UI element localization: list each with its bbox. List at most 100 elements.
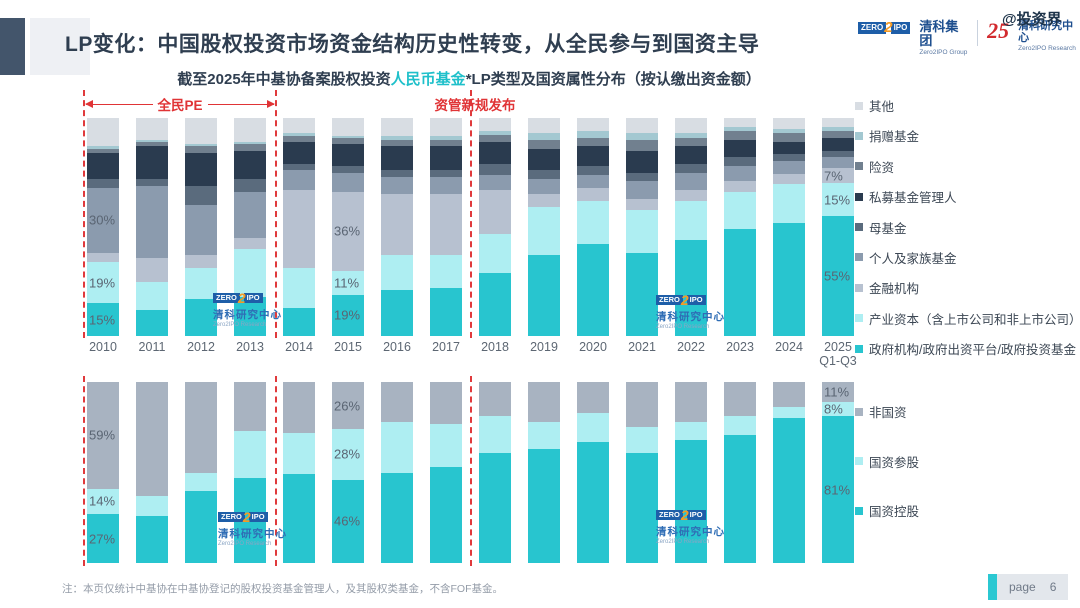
bar-segment — [136, 139, 168, 143]
x-axis-tick: 2016 — [383, 340, 411, 354]
bar-segment — [822, 157, 854, 169]
bar-segment — [724, 166, 756, 182]
bar-segment — [479, 131, 511, 136]
bar-segment — [528, 382, 560, 422]
bar-segment — [381, 146, 413, 171]
bar-segment — [577, 174, 609, 188]
x-axis-tick: 2015 — [334, 340, 362, 354]
logo-divider — [977, 20, 979, 46]
bar-2013 — [234, 118, 266, 336]
bar-segment — [479, 416, 511, 453]
zero2ipo-watermark: ZERO 2 IPO 清科研究中心 Zero2IPO Research — [656, 507, 725, 545]
top-chart-bars: 15% 19% 30% 19% 11% 36% 55% 15% 7% — [87, 118, 854, 336]
bar-segment — [822, 118, 854, 127]
legend-item: 其他 — [855, 96, 1077, 115]
bar-2018 — [479, 382, 511, 563]
bar-segment — [479, 189, 511, 234]
bar-2020 — [577, 118, 609, 336]
legend-item: 产业资本（含上市公司和非上市公司） — [855, 309, 1080, 328]
top-chart-legend: 其他 捐赠基金 险资 私募基金管理人 母基金 个人及家族基金 金融机构 产业资本（含上市公司和… — [855, 96, 1080, 358]
x-axis-tick: 2012 — [187, 340, 215, 354]
bar-segment — [577, 244, 609, 336]
bar-segment — [822, 137, 854, 151]
bar-segment: 59% — [87, 382, 119, 489]
bar-segment — [528, 133, 560, 140]
bar-segment — [234, 150, 266, 180]
x-axis-tick: 2024 — [775, 340, 803, 354]
bar-segment — [234, 382, 266, 431]
bar-segment — [381, 135, 413, 140]
bar-segment: 46% — [332, 479, 364, 563]
legend-item: 国资参股 — [855, 452, 1077, 471]
bar-2014 — [283, 382, 315, 563]
bar-segment — [234, 192, 266, 238]
bar-segment: 36% — [332, 192, 364, 271]
bar-segment — [283, 382, 315, 433]
bar-segment — [234, 179, 266, 193]
bar-segment — [234, 118, 266, 143]
bar-segment — [675, 118, 707, 134]
bar-segment — [577, 187, 609, 201]
legend-label: 母基金 — [869, 221, 907, 236]
bar-segment — [87, 179, 119, 188]
bar-2010: 27% 14% 59% — [87, 382, 119, 563]
segment-value-label: 27% — [89, 531, 116, 547]
bar-segment: 55% — [822, 216, 854, 336]
bar-segment — [283, 474, 315, 563]
bar-segment — [87, 152, 119, 180]
legend-label: 私募基金管理人 — [869, 191, 957, 206]
bar-segment — [185, 298, 217, 336]
bar-segment — [528, 421, 560, 449]
x-axis-tick: 2011 — [138, 340, 166, 354]
logo-two: 2 — [884, 19, 893, 36]
bar-segment — [136, 515, 168, 563]
bar-2016 — [381, 118, 413, 336]
zero2ipo-watermark: ZERO 2 IPO 清科研究中心 Zero2IPO Research — [218, 509, 287, 547]
site-watermark: @投资界 — [1002, 11, 1062, 28]
bar-segment — [675, 189, 707, 201]
segment-value-label: 36% — [334, 223, 361, 239]
bar-segment — [87, 253, 119, 262]
bar-segment — [430, 135, 462, 140]
bar-segment — [185, 152, 217, 186]
bar-segment — [724, 192, 756, 230]
era-divider-line — [275, 376, 277, 566]
legend-swatch — [855, 344, 863, 353]
segment-value-label: 19% — [89, 275, 116, 291]
bar-segment — [577, 146, 609, 166]
bar-segment — [185, 118, 217, 145]
x-axis-tick: 2013 — [236, 340, 264, 354]
bar-segment — [626, 253, 658, 336]
group-name: 清科集团 Zero2IPO Group — [919, 19, 968, 56]
pager-label: page — [1009, 580, 1036, 594]
bar-2012 — [185, 382, 217, 563]
bar-2019 — [528, 382, 560, 563]
bar-2022 — [675, 118, 707, 336]
bar-segment — [136, 185, 168, 258]
legend-swatch — [855, 283, 863, 292]
bar-segment — [136, 382, 168, 497]
bar-segment — [528, 207, 560, 256]
bar-segment — [430, 139, 462, 147]
bottom-chart-legend: 非国资 国资参股 国资控股 — [855, 402, 1077, 520]
zero2ipo-logo: ZERO 2 IPO — [858, 19, 911, 36]
bar-2017 — [430, 118, 462, 336]
bar-segment — [724, 126, 756, 132]
bar-segment — [234, 144, 266, 151]
logo-ipo-box: IPO — [890, 21, 911, 34]
bar-segment — [283, 142, 315, 164]
bar-segment — [283, 432, 315, 475]
x-axis-labels: 2010 2011 2012 2013 2014 2015 2016 2017 2018 2019… — [87, 340, 857, 368]
bar-segment — [577, 441, 609, 563]
bar-segment — [479, 233, 511, 273]
bar-segment: 26% — [332, 382, 364, 430]
segment-value-label: 14% — [89, 493, 116, 509]
bar-segment: 81% — [822, 416, 854, 563]
bar-segment — [675, 172, 707, 190]
bar-segment: 30% — [87, 187, 119, 254]
bar-segment — [430, 423, 462, 468]
anniversary-25-logo: 25 — [987, 18, 1010, 43]
legend-item: 个人及家族基金 — [855, 248, 1077, 267]
bar-segment — [479, 452, 511, 563]
era-divider-line — [275, 90, 277, 338]
